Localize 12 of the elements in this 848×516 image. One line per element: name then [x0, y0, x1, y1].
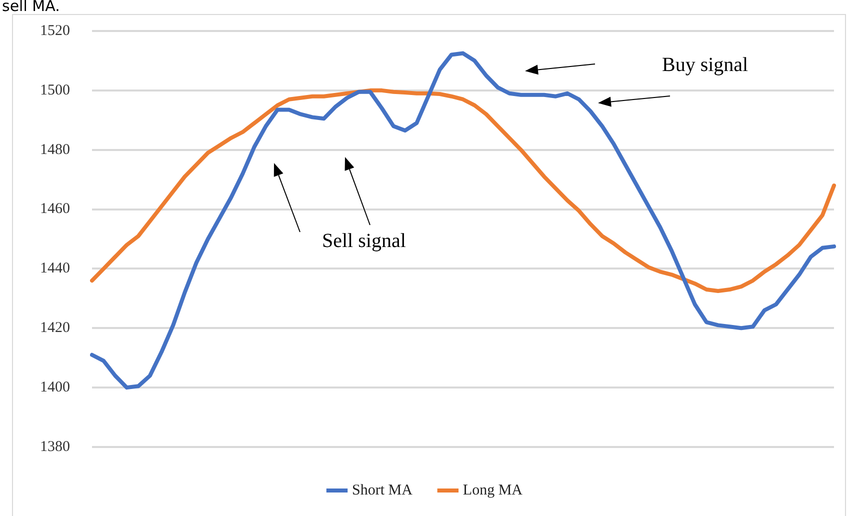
legend-label: Short MA: [352, 482, 413, 498]
y-tick-label: 1380: [40, 438, 70, 455]
y-tick-label: 1500: [40, 82, 70, 98]
y-tick-label: 1440: [40, 260, 70, 277]
annotation: Buy signal: [662, 54, 748, 77]
legend-label: Long MA: [462, 482, 523, 498]
y-tick-label: 1420: [40, 320, 70, 336]
y-tick-label: 1520: [40, 22, 70, 39]
annotation: Sell signal: [322, 230, 406, 253]
y-tick-label: 1400: [40, 380, 70, 396]
y-tick-label: 1480: [40, 142, 70, 158]
y-tick-label: 1460: [40, 201, 70, 218]
